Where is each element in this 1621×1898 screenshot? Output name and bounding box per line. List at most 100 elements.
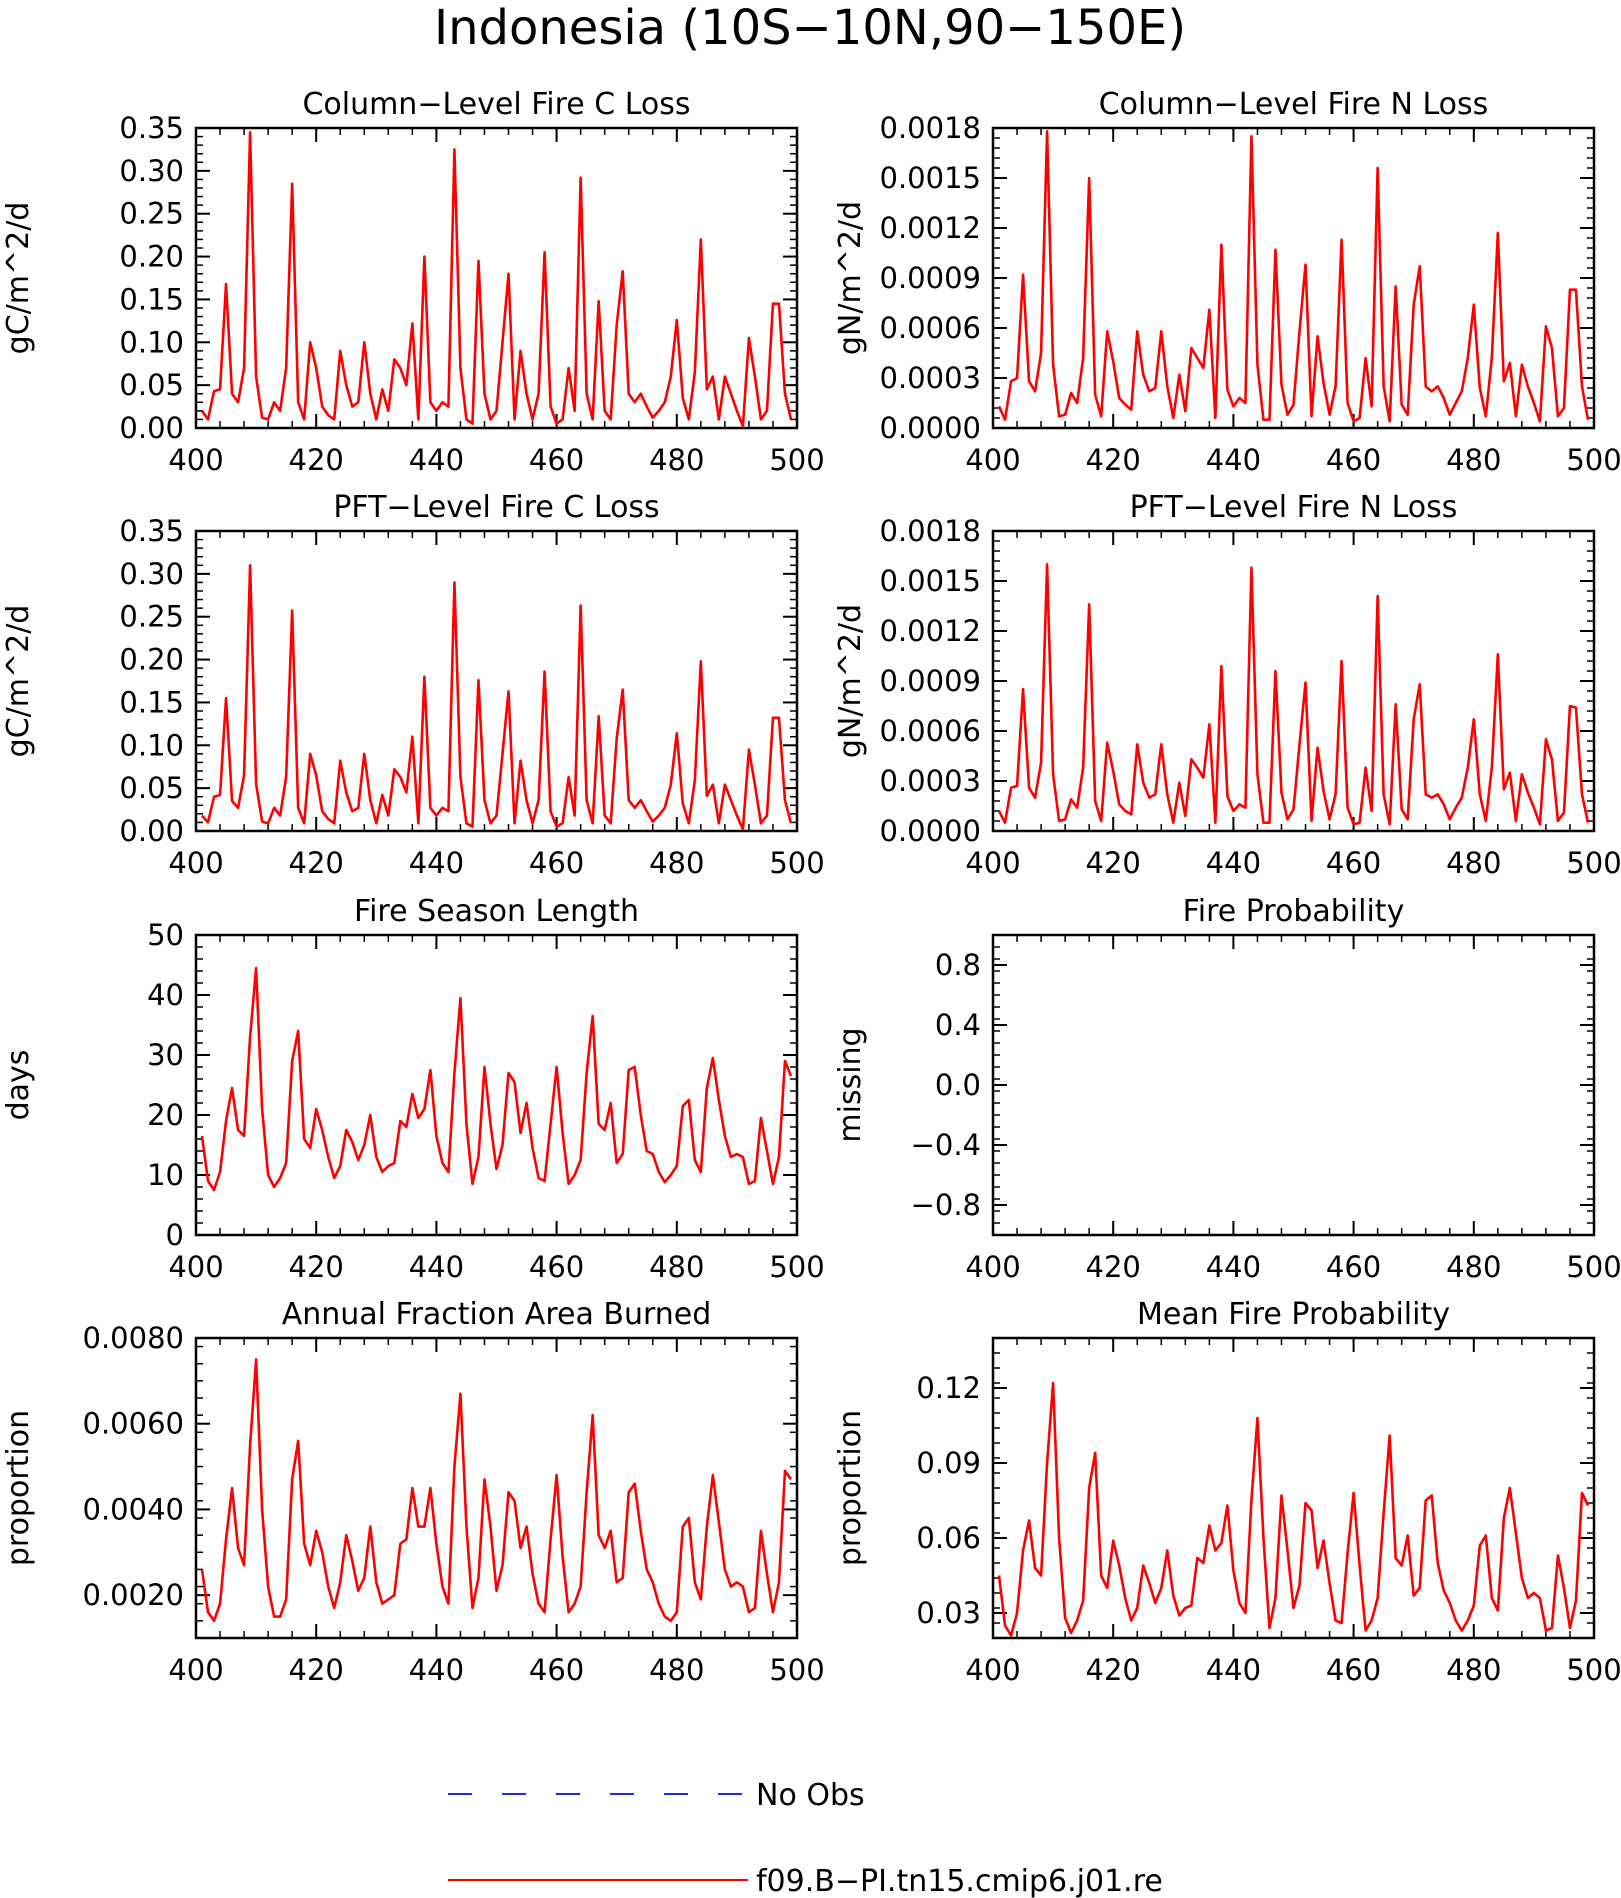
x-tick-label: 480 <box>1446 1250 1501 1284</box>
y-tick-label: 0.0006 <box>880 311 981 345</box>
x-tick-label: 440 <box>409 846 464 880</box>
x-tick-label: 500 <box>1566 1250 1621 1284</box>
y-tick-label: 0.25 <box>119 197 184 231</box>
x-tick-label: 420 <box>1086 443 1141 477</box>
y-tick-label: 0.8 <box>935 948 981 982</box>
x-tick-label: 420 <box>289 443 344 477</box>
panel-annual-fraction-area-burned: 400 420 440 460 480 500 0.0020 0.0040 0.0060 0.00… <box>1 1297 825 1687</box>
plot-frame <box>991 933 1596 1237</box>
y-tick-label: 0.0012 <box>880 614 981 648</box>
x-tick-label: 460 <box>1326 1653 1381 1687</box>
panel-title: Column−Level Fire C Loss <box>302 87 690 122</box>
x-tick-label: 440 <box>1206 443 1261 477</box>
x-tick-label: 480 <box>649 443 704 477</box>
y-tick-label: −0.4 <box>911 1128 981 1162</box>
y-tick-label: 0.06 <box>916 1521 981 1555</box>
x-tick-label: 440 <box>1206 1250 1261 1284</box>
panel-fire-probability: 400 420 440 460 480 500 −0.8 −0.4 0.0 0.4 0.8 Fire … <box>833 894 1621 1284</box>
y-axis-label: days <box>1 1050 36 1121</box>
x-tick-label: 500 <box>769 846 824 880</box>
x-tick-label: 440 <box>1206 846 1261 880</box>
y-axis-label: gN/m^2/d <box>833 201 868 355</box>
y-axis-label: missing <box>833 1027 868 1142</box>
x-tick-label: 400 <box>168 443 223 477</box>
y-tick-label: 0.4 <box>935 1008 981 1042</box>
plot-frame <box>194 1336 799 1640</box>
y-tick-label: 0.35 <box>119 111 184 145</box>
x-tick-label: 480 <box>1446 846 1501 880</box>
y-tick-label: 0.10 <box>119 325 184 359</box>
y-tick-label: 0.30 <box>119 557 184 591</box>
y-tick-label: 0.20 <box>119 643 184 677</box>
x-tick-label: 500 <box>769 1250 824 1284</box>
x-tick-label: 420 <box>289 846 344 880</box>
plot-frame <box>194 529 799 833</box>
y-tick-label: 0.0000 <box>880 411 981 445</box>
panel-column-level-fire-n-loss: 400 420 440 460 480 500 0.0000 0.0003 0.0006 0.00… <box>833 87 1621 477</box>
y-axis-label: gC/m^2/d <box>1 202 36 355</box>
legend: No Obs f09.B−PI.tn15.cmip6.j01.re <box>448 1778 1163 1898</box>
x-tick-label: 400 <box>965 846 1020 880</box>
x-tick-label: 400 <box>168 1653 223 1687</box>
y-tick-label: 30 <box>147 1038 184 1072</box>
series-line <box>200 966 793 1192</box>
y-tick-label: 0.05 <box>119 368 184 402</box>
y-tick-label: 0.09 <box>916 1446 981 1480</box>
y-tick-label: 0.0020 <box>83 1578 184 1612</box>
panel-pft-level-fire-c-loss: 400 420 440 460 480 500 0.00 0.05 0.10 0.15 0.20 0.… <box>1 490 825 880</box>
y-tick-label: 0.0000 <box>880 814 981 848</box>
y-axis-label: gC/m^2/d <box>1 605 36 758</box>
x-tick-label: 460 <box>1326 443 1381 477</box>
x-tick-label: 440 <box>409 1653 464 1687</box>
panel-fire-season-length: 400 420 440 460 480 500 0 10 20 30 40 50 Fire Season… <box>1 894 825 1284</box>
x-tick-label: 480 <box>649 1250 704 1284</box>
panel-title: PFT−Level Fire N Loss <box>1130 490 1458 525</box>
figure-title: Indonesia (10S−10N,90−150E) <box>434 0 1186 56</box>
y-tick-label: 0.0009 <box>880 664 981 698</box>
x-tick-label: 500 <box>1566 443 1621 477</box>
y-tick-label: 0.0006 <box>880 714 981 748</box>
y-tick-label: 0.03 <box>916 1596 981 1630</box>
y-tick-label: 0.20 <box>119 240 184 274</box>
x-tick-label: 420 <box>289 1653 344 1687</box>
series-line <box>997 130 1590 423</box>
x-tick-label: 400 <box>168 1250 223 1284</box>
series-line <box>997 1381 1590 1637</box>
x-tick-label: 420 <box>289 1250 344 1284</box>
y-tick-label: −0.8 <box>911 1188 981 1222</box>
panel-title: Fire Season Length <box>354 894 639 929</box>
legend-label-model: f09.B−PI.tn15.cmip6.j01.re <box>756 1864 1163 1898</box>
y-axis-label: proportion <box>1 1410 36 1566</box>
panel-column-level-fire-c-loss: 400 420 440 460 480 500 0.00 0.05 0.10 0.15 0.20 0.… <box>1 87 825 477</box>
panels-group: 400 420 440 460 480 500 0.0 0 0.05 0.10 0.15 0.20 0.… <box>1 87 1621 1687</box>
x-tick-label: 500 <box>769 443 824 477</box>
y-tick-label: 0 <box>166 1218 184 1252</box>
panel-pft-level-fire-n-loss: 400 420 440 460 480 500 0.0000 0.0003 0.0006 0.00… <box>833 490 1621 880</box>
panel-title: Mean Fire Probability <box>1137 1297 1450 1332</box>
y-tick-label: 0.0018 <box>880 514 981 548</box>
x-tick-label: 420 <box>1086 846 1141 880</box>
y-tick-label: 20 <box>147 1098 184 1132</box>
y-tick-label: 0.0 <box>935 1068 981 1102</box>
y-axis-label: gN/m^2/d <box>833 604 868 758</box>
y-tick-label: 0.25 <box>119 600 184 634</box>
x-tick-label: 440 <box>1206 1653 1261 1687</box>
y-tick-label: 0.05 <box>119 771 184 805</box>
x-tick-label: 400 <box>965 443 1020 477</box>
y-tick-label: 50 <box>147 918 184 952</box>
y-axis-label: proportion <box>833 1410 868 1566</box>
legend-label-no-obs: No Obs <box>756 1778 865 1813</box>
y-tick-label: 0.15 <box>119 685 184 719</box>
x-tick-label: 460 <box>1326 846 1381 880</box>
x-tick-label: 460 <box>529 443 584 477</box>
x-tick-label: 480 <box>1446 443 1501 477</box>
y-tick-label: 0.0009 <box>880 261 981 295</box>
x-tick-label: 420 <box>1086 1250 1141 1284</box>
panel-title: Column−Level Fire N Loss <box>1099 87 1489 122</box>
y-tick-label: 0.0015 <box>880 161 981 195</box>
panel-title: Annual Fraction Area Burned <box>282 1297 712 1332</box>
y-tick-label: 0.30 <box>119 154 184 188</box>
y-tick-label: 0.0003 <box>880 361 981 395</box>
y-tick-label: 0.10 <box>119 728 184 762</box>
